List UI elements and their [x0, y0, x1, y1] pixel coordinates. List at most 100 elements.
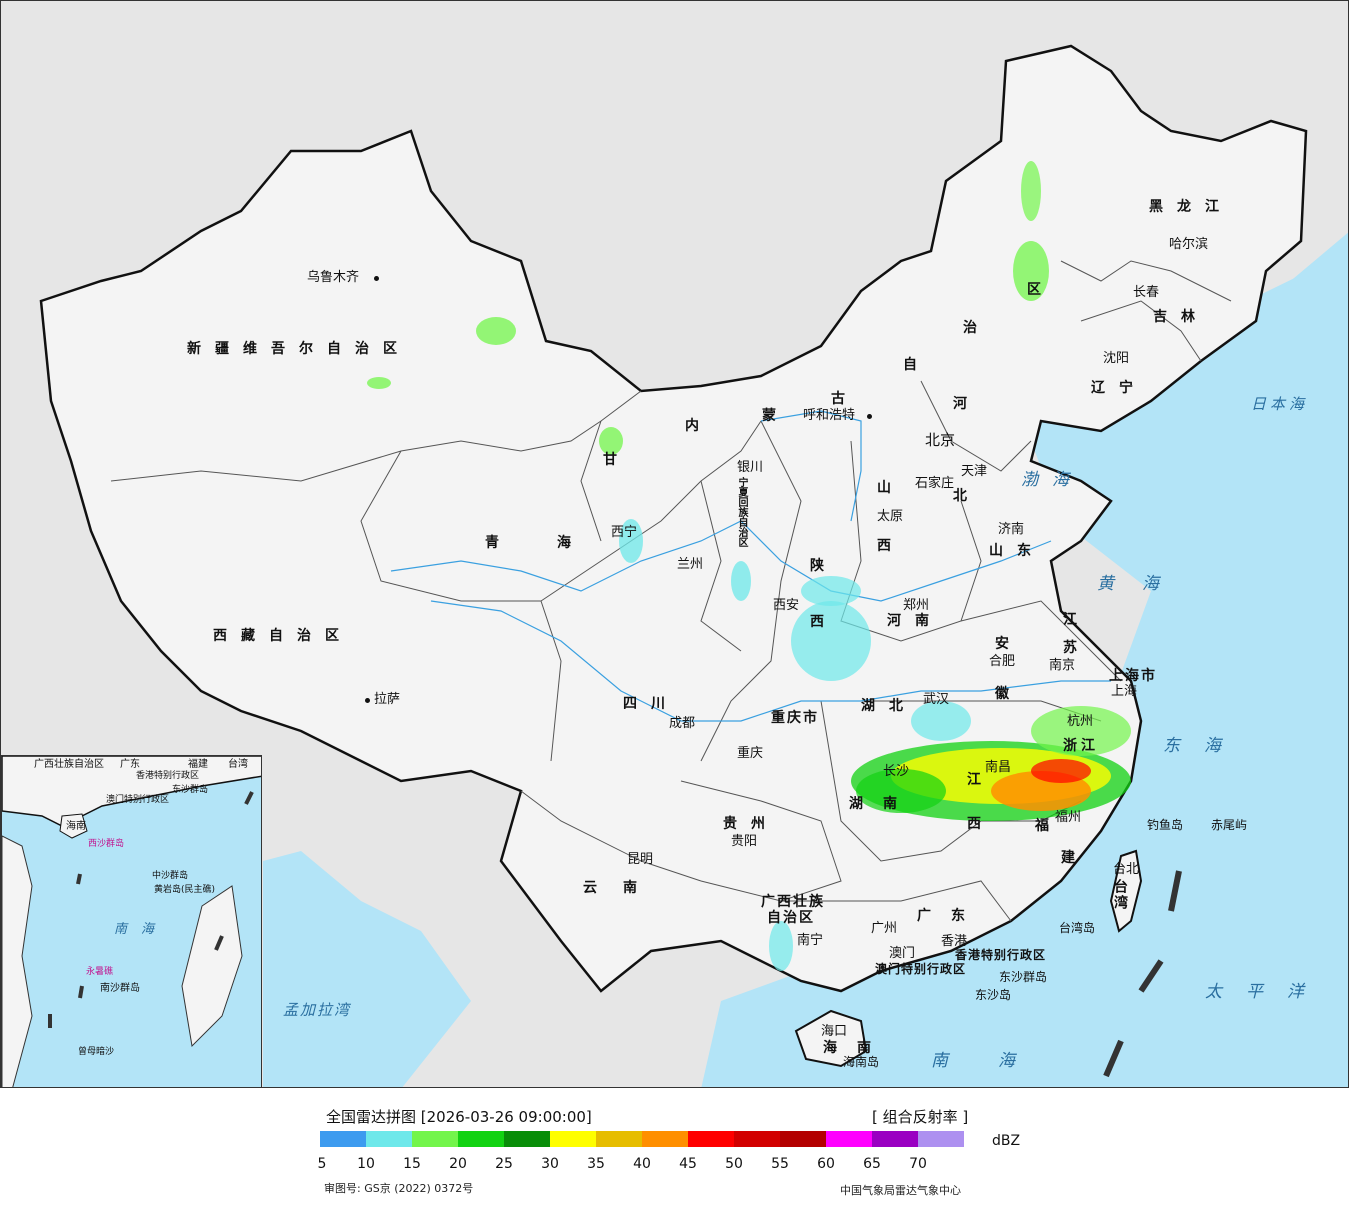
- label-taiwan: 台湾: [1112, 879, 1128, 911]
- island-chiwei: 赤尾屿: [1211, 818, 1248, 832]
- city-zhengzhou: 郑州: [903, 598, 930, 613]
- city-guiyang: 贵阳: [731, 834, 758, 849]
- legend-title: 全国雷达拼图 [2026-03-26 09:00:00]: [326, 1108, 592, 1126]
- inset-zhongsha: 中沙群岛: [152, 871, 189, 881]
- city-harbin: 哈尔滨: [1169, 237, 1209, 252]
- city-taipei: 台北: [1113, 862, 1140, 877]
- island-dongsha-group: 东沙群岛: [999, 970, 1048, 984]
- inset-dashes: [48, 791, 254, 1028]
- sea-pacific: 太平洋: [1205, 982, 1328, 1002]
- label-yunnan: 云南: [583, 880, 663, 896]
- city-chengdu: 成都: [669, 716, 696, 731]
- city-lhasa: 拉萨: [374, 692, 401, 707]
- label-guangxi-2: 自治区: [767, 910, 815, 926]
- label-shanghai: 上海市: [1109, 668, 1157, 684]
- city-shenyang: 沈阳: [1103, 351, 1130, 366]
- scale-tick: 60: [817, 1156, 835, 1172]
- scale-swatch: [596, 1131, 642, 1147]
- label-hebei-2: 北: [953, 488, 981, 504]
- scale-tick: 50: [725, 1156, 743, 1172]
- scale-swatch: [320, 1131, 366, 1147]
- rivers: [390, 410, 1111, 722]
- label-shaanxi-2: 西: [810, 614, 838, 630]
- city-nanning: 南宁: [797, 933, 824, 948]
- scale-swatch: [458, 1131, 504, 1147]
- label-jiangxi-1: 江: [967, 772, 995, 788]
- scale-tick: 35: [587, 1156, 605, 1172]
- label-hunan: 湖南: [849, 796, 917, 812]
- label-zhejiang: 浙江: [1063, 738, 1099, 754]
- label-neimenggu-1: 内: [685, 418, 713, 434]
- inset-guangdong: 广东: [120, 759, 140, 770]
- inset-hk: 香港特别行政区: [136, 771, 200, 781]
- label-neimenggu-5: 治: [963, 320, 991, 336]
- inset-west-coast: [2, 835, 33, 1087]
- city-nanjing: 南京: [1049, 658, 1076, 673]
- city-dot: [374, 276, 379, 281]
- city-chongqing: 重庆: [737, 746, 764, 761]
- color-scale: [320, 1131, 964, 1147]
- inset-dongsha: 东沙群岛: [172, 785, 209, 795]
- city-haikou: 海口: [821, 1024, 848, 1039]
- label-qinghai-1: 青: [485, 535, 513, 551]
- label-sichuan: 四川: [623, 696, 679, 712]
- city-wuhan: 武汉: [923, 692, 950, 707]
- city-xian: 西安: [773, 598, 800, 613]
- label-shandong: 山东: [989, 543, 1045, 559]
- label-neimenggu-2: 蒙: [762, 408, 790, 424]
- label-macau: 澳门特别行政区: [875, 962, 967, 976]
- city-hangzhou: 杭州: [1067, 714, 1094, 729]
- city-taiyuan: 太原: [877, 509, 904, 524]
- island-hainan: 海南岛: [843, 1055, 880, 1069]
- label-anhui-1: 安: [995, 636, 1023, 652]
- label-anhui-2: 徽: [995, 686, 1023, 702]
- inset-east-coast: [181, 885, 243, 1048]
- sea-bengal: 孟加拉湾: [283, 1001, 352, 1019]
- scale-tick: 65: [863, 1156, 881, 1172]
- pacific-sea-area: [701, 251, 1348, 1087]
- scale-swatch: [826, 1131, 872, 1147]
- scale-swatch: [504, 1131, 550, 1147]
- japan-sea-area: [1231, 232, 1348, 431]
- label-shaanxi-1: 陕: [810, 558, 838, 574]
- label-gansu: 甘: [603, 452, 631, 468]
- inset-macau: 澳门特别行政区: [106, 795, 170, 805]
- city-changsha: 长沙: [883, 764, 910, 779]
- city-beijing: 北京: [925, 431, 956, 449]
- inset-base: [2, 756, 261, 1087]
- nine-dash-markers: [1103, 870, 1182, 1078]
- inset-nansha: 南沙群岛: [100, 983, 140, 994]
- south-china-sea-inset: 广西壮族自治区 广东 福建 台湾 香港特别行政区 澳门特别行政区 海南 东沙群岛…: [1, 755, 262, 1087]
- label-qinghai-2: 海: [557, 535, 585, 551]
- sea-japan: 日本海: [1251, 395, 1309, 413]
- city-changchun: 长春: [1133, 285, 1160, 300]
- sea-bohai: 渤海: [1021, 470, 1083, 490]
- inset-hainan: [59, 813, 88, 839]
- city-shijiazhuang: 石家庄: [915, 476, 955, 491]
- inset-taiwan: 台湾: [228, 759, 248, 770]
- label-hk: 香港特别行政区: [955, 948, 1047, 962]
- island-taiwan: 台湾岛: [1059, 921, 1096, 935]
- city-jinan: 济南: [998, 522, 1025, 537]
- scale-swatch: [366, 1131, 412, 1147]
- label-jilin: 吉林: [1153, 309, 1209, 325]
- legend-product: [ 组合反射率 ]: [872, 1108, 969, 1126]
- label-jiangsu-1: 江: [1063, 612, 1091, 628]
- city-hefei: 合肥: [989, 654, 1016, 669]
- review-number: 审图号: GS京 (2022) 0372号: [324, 1182, 474, 1195]
- city-lanzhou: 兰州: [677, 557, 704, 572]
- city-kunming: 昆明: [627, 852, 654, 867]
- city-dot: [365, 698, 370, 703]
- city-macau: 澳门: [889, 946, 916, 961]
- legend-unit: dBZ: [992, 1133, 1021, 1149]
- map-base: [39, 44, 1348, 1087]
- scale-swatch: [642, 1131, 688, 1147]
- inset-guangxi: 广西壮族自治区: [34, 759, 104, 770]
- label-liaoning: 辽宁: [1091, 380, 1147, 396]
- scale-tick: 30: [541, 1156, 559, 1172]
- city-urumqi: 乌鲁木齐: [307, 270, 360, 285]
- city-dot: [867, 414, 872, 419]
- radar-echoes: [367, 161, 1131, 971]
- bay-of-bengal-area: [263, 851, 471, 1087]
- province-borders: [110, 260, 1232, 922]
